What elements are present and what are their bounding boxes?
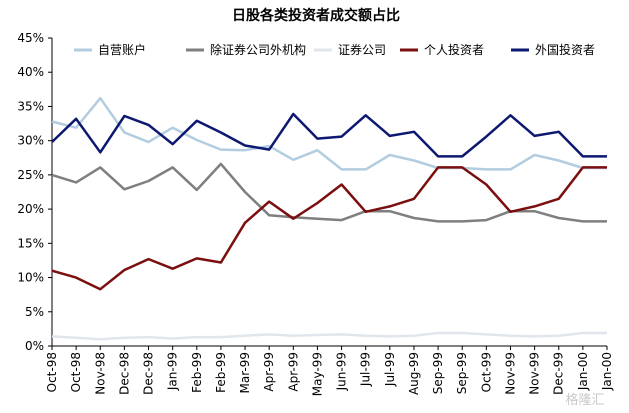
- x-tick-label: Oct-99: [479, 352, 493, 392]
- x-tick-label: Dec-98: [117, 352, 131, 395]
- y-tick-label: 0%: [25, 339, 44, 353]
- y-tick-label: 10%: [17, 271, 44, 285]
- y-tick-label: 35%: [17, 99, 44, 113]
- legend: 自营账户 除证券公司外机构 证券公司 个人投资者 外国投资者: [74, 42, 595, 57]
- y-tick-label: 40%: [17, 65, 44, 79]
- series-line-1: [51, 96, 607, 171]
- y-tick-label: 5%: [25, 305, 44, 319]
- x-tick-label: Oct-98: [45, 352, 59, 392]
- x-tick-label: Jan-00: [576, 352, 590, 391]
- x-tick-label: Nov-98: [93, 352, 107, 395]
- x-tick-label: Jul-99: [359, 352, 373, 387]
- x-tick-label: Feb-99: [190, 352, 204, 393]
- legend-label: 外国投资者: [535, 42, 595, 57]
- x-tick-label: Sep-99: [431, 352, 445, 394]
- x-tick-label: Dec-98: [142, 352, 156, 395]
- chart-title: 日股各类投资者成交额占比: [232, 7, 400, 24]
- series-line-4: [51, 166, 607, 291]
- x-tick-label: Apr-99: [262, 352, 276, 392]
- x-axis: Oct-98 Oct-98 Nov-98 Dec-98 Dec-98 Jan-99 Feb-…: [45, 345, 614, 396]
- watermark-text: 格隆汇: [565, 392, 604, 408]
- x-tick-label: Nov-99: [503, 352, 517, 395]
- x-tick-label: Aug-99: [407, 352, 421, 395]
- x-tick-label: Sep-99: [455, 352, 469, 394]
- legend-label: 自营账户: [98, 42, 146, 57]
- x-tick-label: May-99: [310, 352, 324, 396]
- legend-label: 个人投资者: [424, 42, 484, 57]
- y-tick-label: 45%: [17, 31, 44, 45]
- x-tick-label: Nov-99: [528, 352, 542, 395]
- series-line-3: [51, 331, 607, 341]
- x-tick-label: Jul-99: [383, 352, 397, 387]
- y-axis: 0% 5% 10% 15% 20% 25% 30% 35% 40% 45%: [17, 31, 53, 353]
- y-tick-label: 30%: [17, 134, 44, 148]
- x-tick-label: Feb-99: [214, 352, 228, 393]
- x-tick-label: Jun-99: [335, 352, 349, 391]
- y-tick-label: 20%: [17, 202, 44, 216]
- y-tick-label: 15%: [17, 236, 44, 250]
- x-tick-label: Mar-99: [238, 352, 252, 393]
- series-line-5: [51, 112, 607, 158]
- series-lines: [51, 96, 607, 341]
- legend-label: 除证券公司外机构: [210, 42, 306, 57]
- legend-label: 证券公司: [338, 42, 386, 57]
- x-tick-label: Jan-99: [166, 352, 180, 391]
- x-tick-label: Oct-98: [69, 352, 83, 392]
- x-tick-label: Apr-99: [286, 352, 300, 392]
- x-tick-label: Jan-00: [600, 352, 614, 391]
- x-tick-label: Dec-99: [552, 352, 566, 395]
- y-tick-label: 25%: [17, 168, 44, 182]
